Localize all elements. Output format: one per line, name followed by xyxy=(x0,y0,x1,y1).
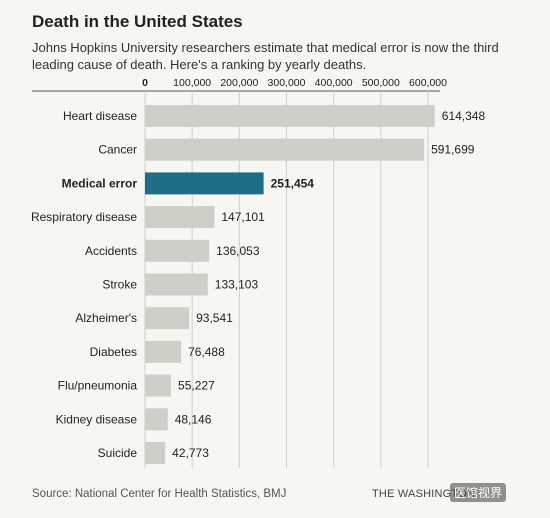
category-label: Respiratory disease xyxy=(31,210,137,224)
value-label: 93,541 xyxy=(196,311,233,325)
category-label: Suicide xyxy=(98,446,138,460)
bar xyxy=(145,105,435,127)
bar xyxy=(145,442,166,464)
x-tick-label: 300,000 xyxy=(268,77,306,89)
category-label: Stroke xyxy=(102,278,137,292)
category-label: Cancer xyxy=(98,143,137,157)
x-tick-label: 500,000 xyxy=(362,77,400,89)
source-note: Source: National Center for Health Stati… xyxy=(32,488,287,500)
value-label: 147,101 xyxy=(221,210,265,224)
bar xyxy=(145,172,264,195)
bar xyxy=(145,206,215,229)
chart-subtitle: Johns Hopkins University researchers est… xyxy=(32,40,499,72)
bars xyxy=(145,105,435,464)
bar xyxy=(145,138,425,161)
x-tick-label: 200,000 xyxy=(220,77,258,89)
labels: 0 100,000 200,000 300,000 400,000 500,000 600,… xyxy=(31,77,486,460)
x-tick-label: 100,000 xyxy=(173,77,211,89)
bar xyxy=(145,408,168,431)
category-label: Heart disease xyxy=(63,109,137,123)
value-label: 614,348 xyxy=(442,109,486,123)
value-label: 591,699 xyxy=(431,143,475,157)
category-label: Diabetes xyxy=(90,345,137,359)
category-label: Accidents xyxy=(85,244,137,258)
x-tick-label: 600,000 xyxy=(409,77,447,89)
value-label: 55,227 xyxy=(178,379,215,393)
category-label: Alzheimer's xyxy=(75,311,137,325)
chart-title: Death in the United States xyxy=(32,12,243,31)
bar xyxy=(145,340,182,363)
publisher-credit: THE WASHINGTON xyxy=(372,488,476,500)
category-label: Flu/pneumonia xyxy=(58,379,138,393)
x-tick-label: 0 xyxy=(142,77,148,89)
category-label: Kidney disease xyxy=(56,412,138,426)
bar xyxy=(145,374,172,397)
bar xyxy=(145,273,208,296)
value-label: 42,773 xyxy=(172,446,209,460)
value-label: 251,454 xyxy=(271,176,315,190)
x-tick-label: 400,000 xyxy=(315,77,353,89)
bar xyxy=(145,307,190,330)
value-label: 136,053 xyxy=(216,244,260,258)
category-label: Medical error xyxy=(62,176,138,190)
watermark-logo: 医馆视界 xyxy=(450,483,507,502)
bar xyxy=(145,239,210,262)
value-label: 133,103 xyxy=(215,278,259,292)
value-label: 48,146 xyxy=(175,412,212,426)
value-label: 76,488 xyxy=(188,345,225,359)
